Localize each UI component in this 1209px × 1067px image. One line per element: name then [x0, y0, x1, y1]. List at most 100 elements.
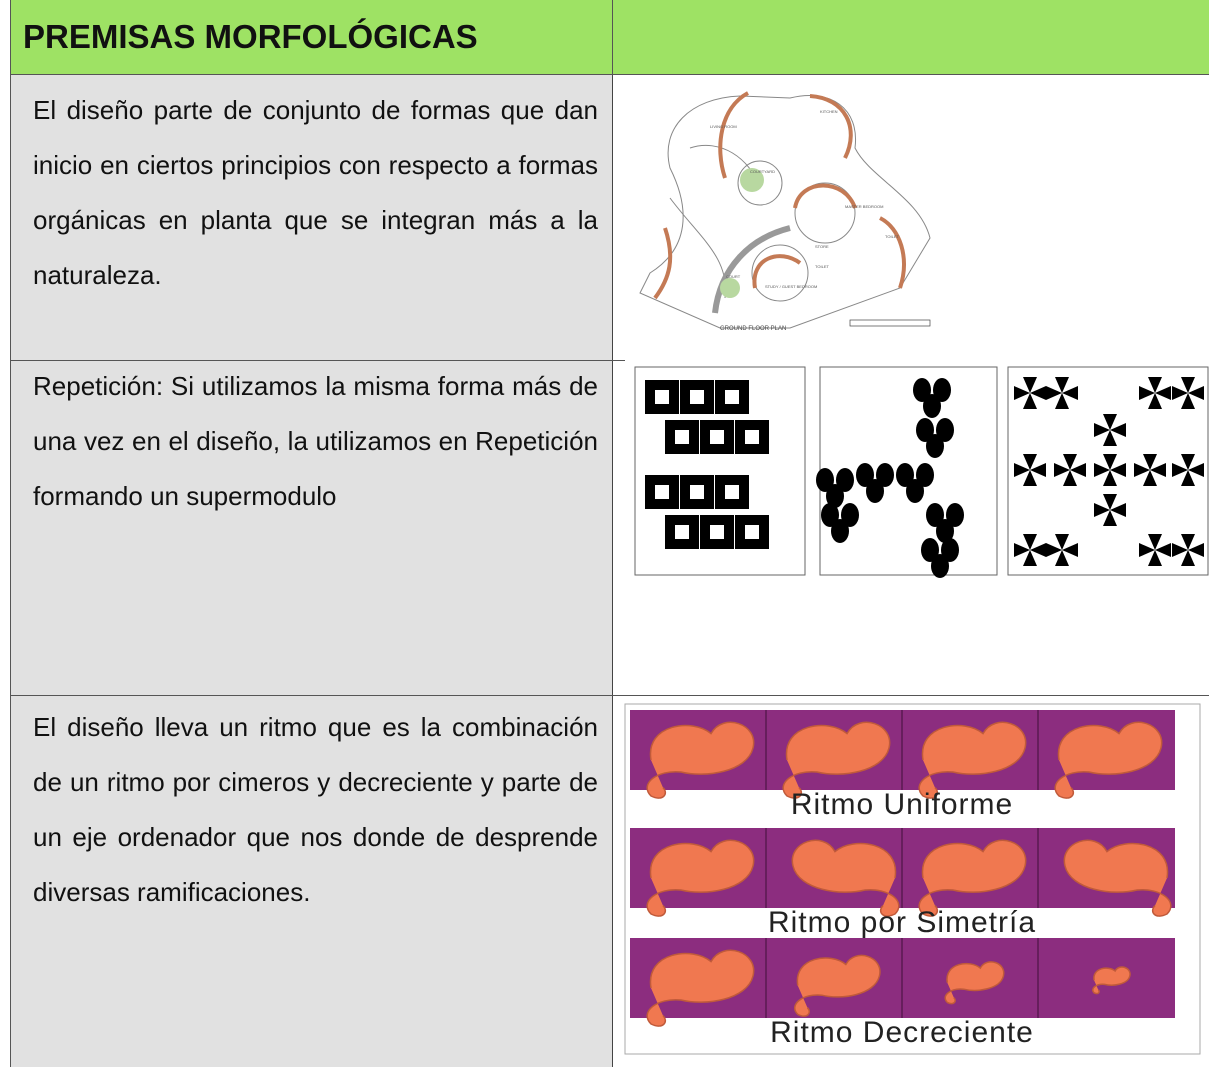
- cross-module: [1046, 543, 1062, 557]
- cross-module: [1030, 543, 1046, 557]
- trefoil-lobe: [906, 479, 924, 503]
- cross-module: [1110, 423, 1126, 437]
- trefoil-lobe: [946, 503, 964, 527]
- trefoil-lobe: [826, 484, 844, 508]
- trefoil-lobe: [913, 378, 931, 402]
- trefoil-lobe: [836, 468, 854, 492]
- cross-module: [1103, 494, 1117, 510]
- room-label: LIVING ROOM: [710, 124, 737, 129]
- cross-module: [1181, 550, 1195, 566]
- row-text: El diseño lleva un ritmo que es la combi…: [33, 712, 598, 907]
- trefoil-lobe: [931, 554, 949, 578]
- cross-module: [1155, 386, 1171, 400]
- room-label: COURTYARD: [750, 169, 775, 174]
- cross-module: [1030, 463, 1046, 477]
- cross-module: [1172, 543, 1188, 557]
- trefoil-lobe: [896, 463, 914, 487]
- row-border: [10, 360, 625, 361]
- square-hole: [710, 525, 724, 539]
- cross-module: [1030, 386, 1046, 400]
- square-hole: [655, 485, 669, 499]
- cross-module: [1062, 386, 1078, 400]
- trefoil-lobe: [916, 463, 934, 487]
- leaf-shape: [782, 721, 891, 799]
- cross-module: [1023, 377, 1037, 393]
- cross-module: [1181, 534, 1195, 550]
- leaf-shape: [1054, 721, 1163, 799]
- row-left: Repetición: Si utilizamos la misma forma…: [10, 361, 613, 695]
- cross-module: [1148, 534, 1162, 550]
- cross-module: [1055, 377, 1069, 393]
- row-text: El diseño parte de conjunto de formas qu…: [33, 95, 598, 290]
- trefoil-lobe: [936, 418, 954, 442]
- cross-module: [1055, 534, 1069, 550]
- leaf-shape: [646, 721, 755, 799]
- cross-module: [1103, 470, 1117, 486]
- leaf-shape: [1092, 966, 1131, 995]
- cross-module: [1054, 463, 1070, 477]
- leaf-shape: [944, 961, 1005, 1005]
- trefoil-lobe: [923, 394, 941, 418]
- square-hole: [725, 485, 739, 499]
- cross-module: [1143, 454, 1157, 470]
- cross-module: [1181, 393, 1195, 409]
- cross-module: [1188, 463, 1204, 477]
- row-left: El diseño lleva un ritmo que es la combi…: [10, 696, 613, 1067]
- repetition-figure: [634, 366, 1209, 578]
- cross-module: [1103, 510, 1117, 526]
- room-label: TOILET: [815, 264, 829, 269]
- cross-module: [1062, 543, 1078, 557]
- cross-module: [1148, 377, 1162, 393]
- trefoil-lobe: [921, 538, 939, 562]
- trefoil-lobe: [926, 503, 944, 527]
- trefoil-lobe: [816, 468, 834, 492]
- cross-module: [1023, 534, 1037, 550]
- rhythm-label: Ritmo Decreciente: [770, 1016, 1034, 1049]
- square-hole: [675, 525, 689, 539]
- leaf-shape: [791, 839, 900, 917]
- square-hole: [675, 430, 689, 444]
- square-hole: [710, 430, 724, 444]
- cross-module: [1070, 463, 1086, 477]
- cross-module: [1046, 386, 1062, 400]
- cross-module: [1181, 454, 1195, 470]
- cross-module: [1094, 463, 1110, 477]
- cross-module: [1143, 470, 1157, 486]
- leaf-shape: [794, 954, 881, 1017]
- cross-module: [1103, 430, 1117, 446]
- cross-module: [1172, 386, 1188, 400]
- leaf-shape: [646, 839, 755, 917]
- room-label: MASTER BEDROOM: [845, 204, 883, 209]
- cross-module: [1014, 386, 1030, 400]
- square-hole: [725, 390, 739, 404]
- cross-module: [1150, 463, 1166, 477]
- trefoil-lobe: [936, 519, 954, 543]
- leaf-shape: [918, 721, 1027, 799]
- cross-module: [1181, 377, 1195, 393]
- room-label: COURT: [726, 274, 741, 279]
- cross-module: [1110, 503, 1126, 517]
- cross-module: [1023, 550, 1037, 566]
- cross-module: [1014, 543, 1030, 557]
- trefoil-lobe: [821, 503, 839, 527]
- floor-plan: LIVING ROOM KITCHEN COURTYARD MASTER BED…: [639, 91, 931, 332]
- cross-module: [1055, 550, 1069, 566]
- cross-module: [1055, 393, 1069, 409]
- trefoil-lobe: [841, 503, 859, 527]
- room-label: TOILET: [885, 234, 899, 239]
- cross-module: [1103, 454, 1117, 470]
- trefoil-lobe: [876, 463, 894, 487]
- cross-module: [1110, 463, 1126, 477]
- header-right: [613, 0, 1209, 75]
- cross-module: [1014, 463, 1030, 477]
- plan-caption: GROUND FLOOR PLAN: [720, 326, 786, 332]
- leaf-shape: [1063, 839, 1172, 917]
- cross-module: [1155, 543, 1171, 557]
- trefoil-lobe: [856, 463, 874, 487]
- cross-module: [1181, 470, 1195, 486]
- trefoil-lobe: [933, 378, 951, 402]
- cross-module: [1134, 463, 1150, 477]
- trefoil-lobe: [916, 418, 934, 442]
- trefoil-lobe: [926, 434, 944, 458]
